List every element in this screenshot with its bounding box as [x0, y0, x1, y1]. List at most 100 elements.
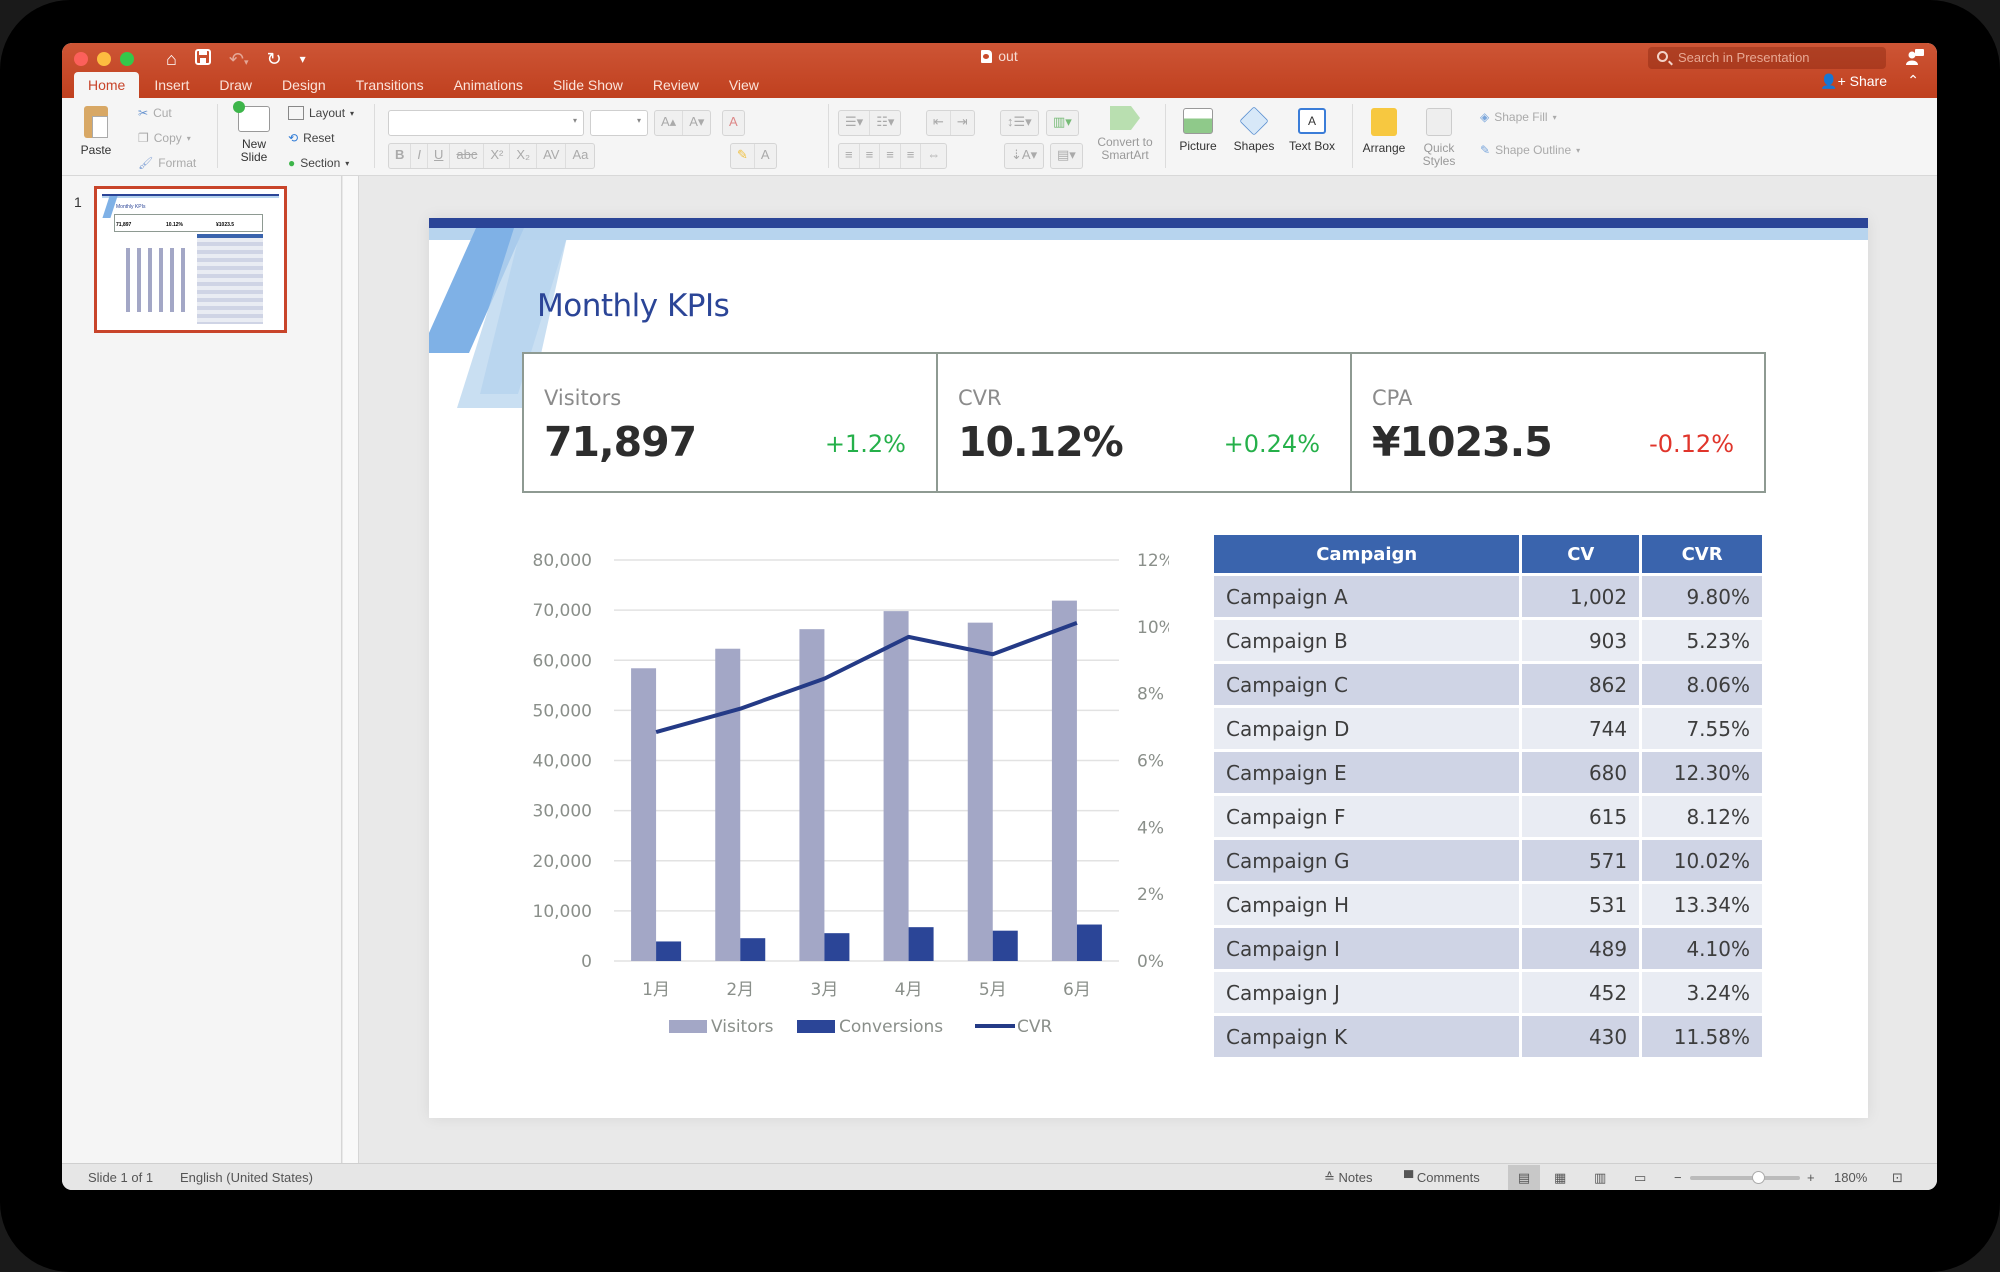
font-family-select[interactable]: ▾ [388, 110, 584, 136]
table-row[interactable]: Campaign H 531 13.34% [1214, 884, 1762, 925]
highlight-color-button[interactable]: ✎ [731, 144, 755, 168]
new-slide-button[interactable]: New Slide [224, 101, 284, 164]
align-right-button[interactable]: ≡ [880, 144, 901, 168]
collapse-ribbon-icon[interactable]: ⌃ [1907, 72, 1919, 88]
zoom-out-button[interactable]: − [1674, 1170, 1682, 1185]
text-direction-button[interactable]: ⇣A▾ [1004, 143, 1045, 169]
bar-conversions[interactable] [908, 927, 934, 961]
slide-thumbnail-1[interactable]: Monthly KPIs 71,897 10.12% ¥1023.5 [94, 186, 287, 333]
combo-chart[interactable]: 0 10,000 20,000 30,000 40,000 50,000 60,000 70,… [519, 543, 1169, 1073]
bar-visitors[interactable] [631, 668, 657, 961]
bold-button[interactable]: B [389, 144, 412, 168]
bar-visitors[interactable] [883, 611, 909, 961]
home-icon[interactable]: ⌂ [166, 48, 177, 69]
shape-fill-button[interactable]: ◈ Shape Fill ▾ [1480, 110, 1557, 124]
zoom-level[interactable]: 180% [1834, 1170, 1868, 1185]
table-row[interactable]: Campaign A 1,002 9.80% [1214, 576, 1762, 617]
tab-draw[interactable]: Draw [219, 77, 253, 93]
tab-design[interactable]: Design [282, 77, 326, 93]
cut-button[interactable]: ✂ Cut [138, 106, 172, 120]
thumbnail-scrollbar[interactable] [343, 176, 359, 1163]
bar-conversions[interactable] [992, 930, 1018, 961]
table-row[interactable]: Campaign B 903 5.23% [1214, 620, 1762, 661]
decrease-font-size-button[interactable]: A▾ [689, 114, 705, 129]
tab-review[interactable]: Review [652, 77, 699, 93]
align-center-button[interactable]: ≡ [860, 144, 881, 168]
slide-title[interactable]: Monthly KPIs [537, 288, 730, 324]
italic-button[interactable]: I [411, 144, 429, 168]
bar-visitors[interactable] [1051, 600, 1077, 961]
slide-sorter-button[interactable]: ▦ [1554, 1170, 1567, 1185]
close-button[interactable] [74, 52, 88, 66]
justify-button[interactable]: ≡ [901, 144, 922, 168]
campaign-table[interactable]: Campaign CV CVR Campaign A 1,002 9.80% Camp… [1211, 532, 1765, 1060]
tab-animations[interactable]: Animations [453, 77, 523, 93]
feedback-icon[interactable] [1905, 48, 1925, 66]
line-cvr[interactable] [655, 620, 1078, 735]
table-row[interactable]: Campaign F 615 8.12% [1214, 796, 1762, 837]
subscript-button[interactable]: X₂ [510, 144, 538, 168]
tab-slide-show[interactable]: Slide Show [552, 77, 623, 93]
align-left-button[interactable]: ≡ [839, 144, 860, 168]
kpi-cards[interactable]: Visitors 71,897 +1.2% CVR 10.12% +0.24% … [522, 352, 1766, 493]
shapes-button[interactable]: Shapes [1228, 106, 1280, 153]
convert-to-smartart-button[interactable]: Convert to SmartArt [1090, 106, 1160, 162]
copy-button[interactable]: ❐ Copy ▾ [138, 131, 191, 145]
font-color-button[interactable]: A [760, 147, 770, 162]
reset-button[interactable]: ⟲ Reset [288, 131, 334, 145]
comments-button[interactable]: ▀ Comments [1404, 1170, 1480, 1185]
columns-button[interactable]: ▥▾ [1046, 110, 1079, 136]
bar-conversions[interactable] [656, 941, 682, 961]
paste-button[interactable]: Paste [70, 106, 122, 157]
distributed-button[interactable]: ⇔ [927, 147, 941, 162]
arrange-button[interactable]: Arrange [1358, 108, 1410, 155]
strikethrough-button[interactable]: abc [450, 144, 485, 168]
reading-view-button[interactable]: ▥ [1594, 1170, 1607, 1185]
bar-conversions[interactable] [1076, 924, 1102, 961]
save-icon[interactable] [194, 48, 211, 70]
bar-visitors[interactable] [967, 622, 993, 961]
tab-transitions[interactable]: Transitions [355, 77, 424, 93]
bar-conversions[interactable] [824, 933, 850, 961]
quick-styles-button[interactable]: Quick Styles [1414, 108, 1464, 168]
redo-icon[interactable]: ↻ [266, 48, 282, 69]
notes-button[interactable]: ≙ Notes [1324, 1170, 1373, 1186]
change-case-button[interactable]: Aa [572, 147, 589, 162]
maximize-button[interactable] [120, 52, 134, 66]
bar-conversions[interactable] [740, 938, 766, 961]
tab-insert[interactable]: Insert [154, 77, 190, 93]
fit-to-window-button[interactable]: ⊡ [1892, 1170, 1903, 1185]
superscript-button[interactable]: X² [484, 144, 511, 168]
format-painter-button[interactable]: 🖌 Format [138, 156, 196, 170]
search-input[interactable]: Search in Presentation [1648, 47, 1886, 69]
bar-visitors[interactable] [715, 648, 741, 961]
table-row[interactable]: Campaign G 571 10.02% [1214, 840, 1762, 881]
normal-view-button[interactable]: ▤ [1508, 1165, 1540, 1190]
customize-toolbar-icon[interactable]: ▾ [299, 52, 306, 66]
zoom-slider-thumb[interactable] [1752, 1171, 1765, 1184]
font-size-select[interactable]: ▾ [590, 110, 648, 136]
table-row[interactable]: Campaign K 430 11.58% [1214, 1016, 1762, 1057]
zoom-slider[interactable] [1690, 1171, 1800, 1184]
table-row[interactable]: Campaign J 452 3.24% [1214, 972, 1762, 1013]
picture-button[interactable]: Picture [1172, 108, 1224, 153]
align-text-button[interactable]: ▤▾ [1050, 143, 1083, 169]
table-row[interactable]: Campaign E 680 12.30% [1214, 752, 1762, 793]
line-spacing-button[interactable]: ↕☰▾ [1000, 110, 1039, 136]
clear-formatting-button[interactable]: A [722, 110, 745, 136]
tab-view[interactable]: View [728, 77, 759, 93]
character-spacing-button[interactable]: AV [537, 144, 567, 168]
tab-home[interactable]: Home [74, 72, 140, 98]
zoom-in-button[interactable]: + [1807, 1170, 1815, 1185]
table-row[interactable]: Campaign D 744 7.55% [1214, 708, 1762, 749]
bullets-button[interactable]: ☰▾ [839, 111, 871, 135]
numbering-button[interactable]: ☷▾ [876, 114, 895, 129]
share-button[interactable]: 👤+ Share [1820, 73, 1887, 90]
text-box-button[interactable]: A Text Box [1284, 108, 1340, 153]
decrease-indent-button[interactable]: ⇤ [927, 111, 951, 135]
table-row[interactable]: Campaign I 489 4.10% [1214, 928, 1762, 969]
section-button[interactable]: ● Section ▾ [288, 156, 350, 170]
language-indicator[interactable]: English (United States) [180, 1170, 313, 1185]
layout-button[interactable]: Layout ▾ [288, 106, 354, 120]
table-row[interactable]: Campaign C 862 8.06% [1214, 664, 1762, 705]
